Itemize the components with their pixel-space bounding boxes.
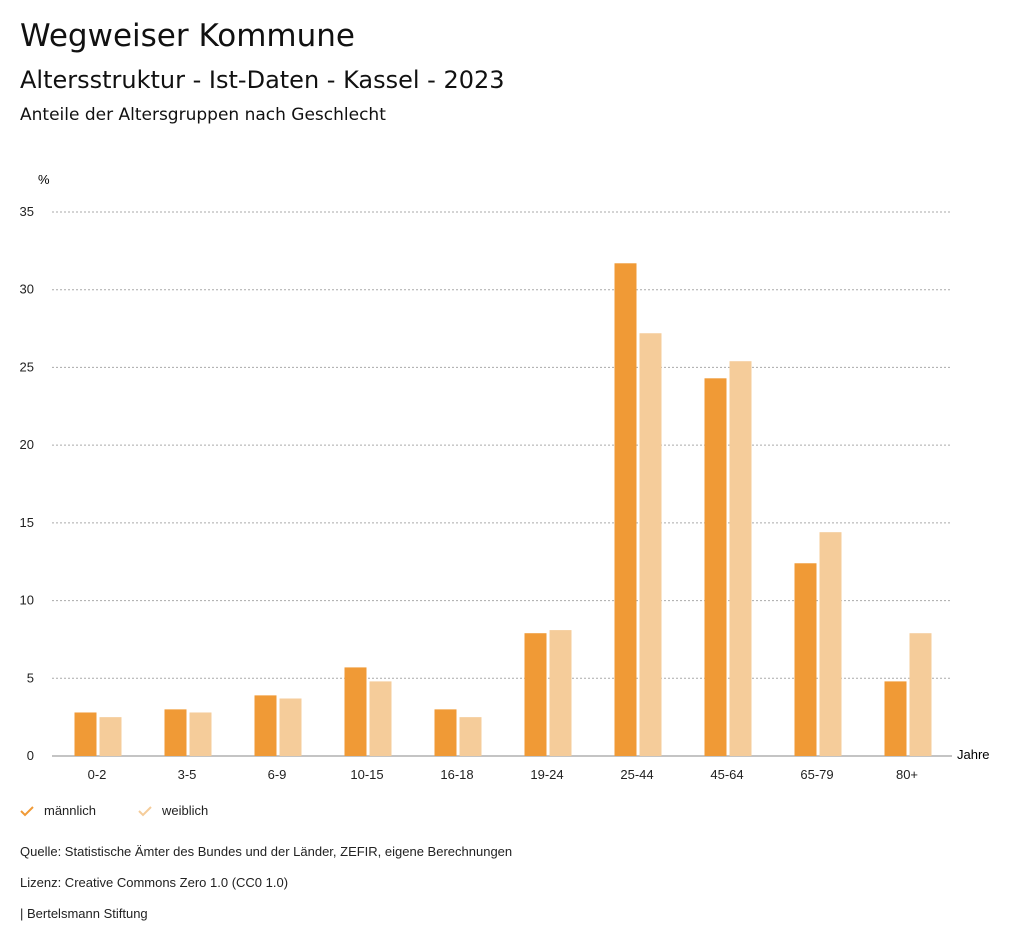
bar-männlich-6-9[interactable] [254, 695, 277, 756]
x-tick-label: 0-2 [88, 767, 107, 782]
y-tick-label: 10 [20, 593, 34, 608]
bar-weiblich-6-9[interactable] [279, 698, 302, 756]
bar-weiblich-3-5[interactable] [189, 712, 212, 756]
license-text: Lizenz: Creative Commons Zero 1.0 (CC0 1… [20, 875, 289, 890]
bar-weiblich-19-24[interactable] [549, 630, 572, 756]
bar-männlich-25-44[interactable] [614, 263, 637, 756]
bar-männlich-45-64[interactable] [704, 378, 727, 756]
y-tick-label: 35 [20, 204, 34, 219]
y-axis-label: % [38, 172, 50, 187]
bar-männlich-80+[interactable] [884, 681, 907, 756]
bar-weiblich-0-2[interactable] [99, 717, 122, 756]
x-tick-label: 6-9 [268, 767, 287, 782]
bar-weiblich-16-18[interactable] [459, 717, 482, 756]
x-tick-label: 25-44 [620, 767, 653, 782]
bar-chart: % Jahre 0 5 10 15 20 25 30 35 0-2 3-5 6-9 10-15 16-1… [20, 172, 990, 782]
legend-item-weiblich[interactable]: weiblich [138, 803, 208, 818]
x-tick-label: 3-5 [178, 767, 197, 782]
bar-weiblich-10-15[interactable] [369, 681, 392, 756]
bar-männlich-3-5[interactable] [164, 709, 187, 756]
x-tick-label: 19-24 [530, 767, 563, 782]
bar-männlich-65-79[interactable] [794, 563, 817, 756]
x-tick-label: 65-79 [800, 767, 833, 782]
legend-item-maennlich[interactable]: männlich [20, 803, 96, 818]
brand-text: | Bertelsmann Stiftung [20, 906, 148, 921]
bar-weiblich-65-79[interactable] [819, 532, 842, 756]
page-subtitle: Altersstruktur - Ist-Daten - Kassel - 20… [20, 66, 505, 94]
x-axis-label: Jahre [957, 747, 990, 762]
bar-männlich-19-24[interactable] [524, 633, 547, 756]
bar-weiblich-45-64[interactable] [729, 361, 752, 756]
y-tick-label: 0 [27, 748, 34, 763]
app-title: Wegweiser Kommune [20, 18, 355, 54]
check-icon [20, 805, 34, 816]
source-text: Quelle: Statistische Ämter des Bundes un… [20, 844, 513, 859]
bar-männlich-0-2[interactable] [74, 712, 97, 756]
check-icon [138, 805, 152, 816]
y-tick-label: 30 [20, 282, 34, 297]
y-tick-label: 15 [20, 515, 34, 530]
y-tick-label: 20 [20, 437, 34, 452]
x-tick-label: 45-64 [710, 767, 743, 782]
x-tick-label: 16-18 [440, 767, 473, 782]
x-tick-label: 10-15 [350, 767, 383, 782]
bar-männlich-10-15[interactable] [344, 667, 367, 756]
x-tick-label: 80+ [896, 767, 918, 782]
legend-label: männlich [44, 803, 97, 818]
legend-label: weiblich [162, 803, 209, 818]
y-tick-label: 5 [27, 670, 34, 685]
bar-weiblich-25-44[interactable] [639, 333, 662, 756]
bar-männlich-16-18[interactable] [434, 709, 457, 756]
chart-title: Anteile der Altersgruppen nach Geschlech… [20, 105, 386, 125]
y-tick-label: 25 [20, 359, 34, 374]
bar-weiblich-80+[interactable] [909, 633, 932, 756]
